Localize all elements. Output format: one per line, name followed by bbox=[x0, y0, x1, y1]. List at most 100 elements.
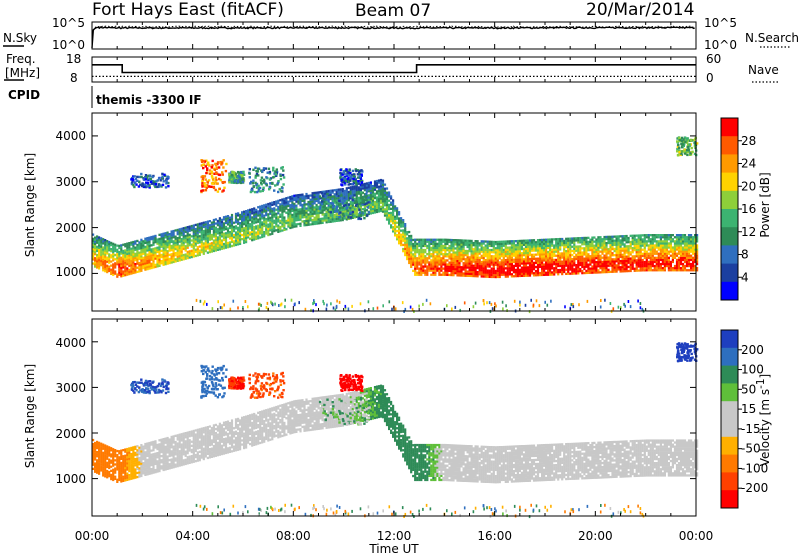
power-cell bbox=[591, 246, 594, 250]
power-cell bbox=[144, 237, 147, 240]
power-cell bbox=[625, 267, 628, 271]
power-cell bbox=[696, 262, 699, 266]
power-cell bbox=[555, 260, 558, 264]
power-cell bbox=[381, 191, 385, 195]
power-cell bbox=[526, 241, 530, 244]
power-cell bbox=[335, 199, 338, 202]
power-cell bbox=[253, 190, 257, 194]
power-cell bbox=[245, 220, 248, 223]
power-cell bbox=[573, 268, 576, 271]
power-cell bbox=[679, 262, 683, 266]
power-cell bbox=[661, 254, 664, 257]
power-cell bbox=[623, 261, 626, 265]
power-cell bbox=[273, 209, 276, 212]
power-cell bbox=[98, 236, 101, 239]
power-cell bbox=[94, 265, 97, 268]
power-cell bbox=[192, 242, 195, 246]
power-cell bbox=[502, 242, 505, 245]
power-cell bbox=[237, 226, 240, 229]
power-cell bbox=[607, 250, 610, 253]
power-cell bbox=[446, 265, 449, 268]
power-cell bbox=[263, 216, 266, 219]
power-cell bbox=[667, 238, 670, 241]
power-cell bbox=[667, 246, 670, 249]
power-cell bbox=[269, 208, 272, 211]
power-cell bbox=[492, 249, 495, 252]
power-cell bbox=[692, 244, 695, 247]
power-cell bbox=[518, 252, 521, 255]
power-cell bbox=[279, 173, 282, 176]
power-cell bbox=[140, 240, 143, 243]
power-cell bbox=[430, 238, 433, 241]
power-cell bbox=[176, 241, 179, 244]
power-cell bbox=[583, 238, 586, 242]
power-cell bbox=[263, 204, 266, 207]
power-cell bbox=[188, 242, 191, 245]
power-cell bbox=[504, 254, 507, 258]
power-cell bbox=[333, 201, 336, 204]
power-cell bbox=[480, 267, 483, 270]
power-cell bbox=[130, 272, 133, 275]
power-cell bbox=[134, 258, 137, 262]
power-cell bbox=[224, 221, 228, 225]
power-cell bbox=[534, 257, 538, 260]
power-cell bbox=[210, 235, 213, 239]
power-cell bbox=[426, 265, 429, 268]
power-cell bbox=[494, 275, 497, 279]
power-cell bbox=[343, 193, 346, 197]
power-cell bbox=[126, 271, 129, 274]
power-cell bbox=[623, 263, 626, 267]
power-cell bbox=[136, 266, 139, 269]
power-cell bbox=[347, 207, 350, 210]
power-cell bbox=[690, 248, 693, 251]
power-cell bbox=[685, 256, 689, 259]
power-cell bbox=[432, 255, 435, 258]
power-cell bbox=[526, 249, 530, 252]
power-cell bbox=[266, 171, 269, 174]
power-cell bbox=[589, 263, 592, 266]
power-cell bbox=[102, 242, 105, 245]
power-cell bbox=[510, 256, 513, 259]
power-cell bbox=[158, 250, 161, 253]
power-cell bbox=[591, 271, 594, 274]
power-cell bbox=[198, 231, 201, 234]
power-cell bbox=[206, 168, 209, 172]
power-cell bbox=[440, 269, 443, 272]
power-cell bbox=[420, 263, 423, 266]
power-cell bbox=[297, 208, 300, 211]
power-cell bbox=[148, 255, 151, 258]
power-cell bbox=[303, 224, 306, 227]
power-cell bbox=[112, 267, 115, 270]
power-cell bbox=[603, 258, 606, 261]
power-cell bbox=[609, 258, 612, 261]
power-cell bbox=[643, 256, 646, 260]
power-cell bbox=[245, 216, 248, 219]
power-cell bbox=[186, 242, 189, 245]
power-cell bbox=[204, 184, 208, 187]
power-cell bbox=[504, 250, 507, 253]
power-cell bbox=[154, 241, 157, 244]
power-cell bbox=[398, 223, 401, 226]
power-cell bbox=[446, 259, 449, 262]
power-cell bbox=[114, 266, 117, 269]
power-cell bbox=[375, 198, 379, 201]
power-cell bbox=[458, 247, 461, 250]
power-cell bbox=[359, 192, 363, 195]
power-cell bbox=[339, 198, 342, 201]
power-cell bbox=[589, 240, 592, 243]
power-cell bbox=[168, 247, 171, 250]
power-cell bbox=[408, 247, 411, 250]
power-cell bbox=[210, 170, 213, 173]
power-cell bbox=[116, 248, 119, 251]
power-cell bbox=[220, 235, 224, 238]
power-cell bbox=[595, 246, 598, 249]
power-cell bbox=[263, 218, 266, 221]
power-cell bbox=[126, 250, 129, 254]
power-cell bbox=[321, 200, 324, 203]
power-cell bbox=[144, 268, 147, 271]
power-cell bbox=[450, 238, 453, 242]
power-cell bbox=[317, 201, 320, 204]
power-cell bbox=[234, 214, 238, 218]
power-cell bbox=[379, 209, 383, 213]
power-cell bbox=[414, 259, 417, 262]
